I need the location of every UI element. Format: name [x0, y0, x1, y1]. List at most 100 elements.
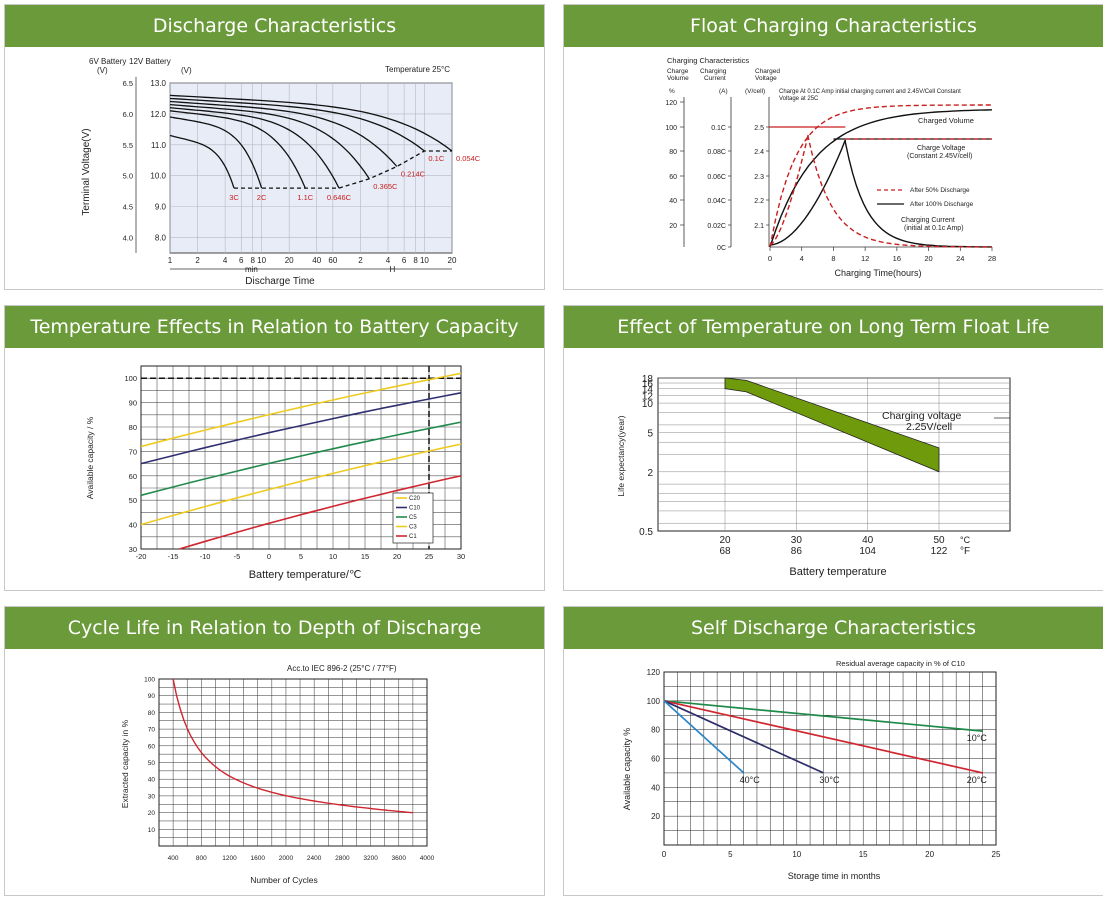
12v-header: 12V Battery [129, 57, 171, 66]
x-tick-label: -20 [136, 552, 147, 561]
y-tick-label: 10 [642, 399, 654, 410]
y-tick-label: 90 [129, 399, 137, 408]
y-tick-label-12v: 10.0 [150, 172, 166, 181]
float-charging-title: Float Charging Characteristics [564, 5, 1103, 47]
volume-tick: 120 [665, 100, 677, 107]
x-tick-label: 4 [386, 256, 391, 265]
legend-box [392, 492, 434, 544]
float-life-panel: Effect of Temperature on Long Term Float… [563, 305, 1103, 591]
x-tick-label: 60 [328, 256, 337, 265]
charge-note-1: Charge At 0.1C Amp initial charging curr… [779, 89, 961, 95]
legend-label-C3: C3 [409, 525, 417, 531]
y-axis-label: Life expectancy(year) [616, 415, 626, 496]
volume-tick: 100 [665, 125, 677, 132]
x-axis-label: Discharge Time [245, 276, 315, 287]
voltage-tick: 2.4 [754, 149, 764, 156]
x-tick-label: 2000 [279, 855, 294, 862]
x-tick-label: -5 [234, 552, 241, 561]
curve-label-0.1C: 0.1C [428, 154, 444, 163]
self-discharge-line-20°C [663, 699, 983, 774]
y-tick-label: 120 [647, 668, 661, 677]
volume-tick: 80 [669, 149, 677, 156]
y-tick-label: 14 [642, 385, 654, 396]
curve-label-40°C: 40°C [740, 775, 761, 785]
current-col-1: Charging [700, 68, 727, 75]
x-tick-label: 0 [267, 552, 271, 561]
y-tick-label: 0.5 [639, 527, 653, 538]
x-tick-label: 8 [250, 256, 255, 265]
x-tick-label: 30 [457, 552, 465, 561]
y-tick-label: 12 [642, 391, 654, 402]
x-tick-label: 1 [168, 256, 173, 265]
x-tick-label: 4000 [420, 855, 435, 862]
y-axis-label: Available capacity % [622, 728, 632, 810]
capacity-curve-C3 [140, 443, 462, 526]
capacity-curve-C20 [140, 372, 462, 448]
x-tick-label: 800 [196, 855, 207, 862]
y-tick-label: 50 [129, 496, 137, 505]
y-tick-label: 60 [651, 755, 660, 764]
x-tick-label-c: 50 [933, 535, 945, 546]
float-life-title: Effect of Temperature on Long Term Float… [564, 306, 1103, 348]
y-tick-label-6v: 5.5 [123, 141, 133, 150]
time-axis-label: Charging Time(hours) [834, 268, 921, 278]
x-tick-label: 3600 [392, 855, 407, 862]
iec-note: Acc.to IEC 896-2 (25°C / 77°F) [287, 664, 397, 673]
curve-label-10°C: 10°C [967, 733, 988, 743]
y-tick-label: 80 [148, 710, 156, 717]
legend-label-50: After 50% Discharge [910, 187, 970, 194]
voltage-col-unit: (V/cell) [745, 88, 765, 95]
x-tick-label-c: 30 [791, 535, 803, 546]
plot-border [158, 678, 428, 847]
curve-label-30°C: 30°C [819, 775, 840, 785]
y-tick-label-12v: 11.0 [151, 141, 167, 150]
x-tick-label: 0 [662, 850, 667, 859]
cycle-life-panel: Cycle Life in Relation to Depth of Disch… [4, 606, 545, 896]
legend-label-C5: C5 [409, 515, 417, 521]
x-tick-label: 400 [168, 855, 179, 862]
x-axis-label: Number of Cycles [250, 875, 318, 885]
x-tick-label: 20 [448, 256, 457, 265]
x-tick-label: 1600 [251, 855, 266, 862]
y-tick-label-6v: 5.0 [123, 172, 133, 181]
x-tick-label: 40 [312, 256, 321, 265]
curve-label-0.646C: 0.646C [327, 193, 352, 202]
y-tick-label: 18 [642, 374, 654, 385]
capacity-curve-C1 [179, 475, 462, 550]
x-tick-label: 15 [859, 850, 868, 859]
current-tick: 0.02C [707, 223, 726, 230]
current-tick: 0.1C [711, 125, 726, 132]
capacity-curve-C5 [140, 421, 462, 497]
charged-volume-label: Charged Volume [918, 116, 974, 125]
y-tick-label: 70 [148, 727, 156, 734]
x-tick-label: 5 [728, 850, 733, 859]
x-tick-label: 10 [257, 256, 266, 265]
x-tick-label: 3200 [363, 855, 378, 862]
self-discharge-panel: Self Discharge Characteristics 0 5 10 15 20 2… [563, 606, 1103, 896]
h-unit: H [390, 265, 396, 274]
discharge-title: Discharge Characteristics [5, 5, 544, 47]
time-tick-label: 12 [861, 254, 869, 263]
y-tick-label: 40 [148, 777, 156, 784]
plot-area [169, 82, 453, 254]
y-tick-label: 20 [651, 812, 660, 821]
x-tick-label: 25 [992, 850, 1001, 859]
charge-note-2: Voltage at 25C [779, 96, 819, 102]
x-tick-label: 1200 [222, 855, 237, 862]
x-tick-label: 10 [792, 850, 801, 859]
y-tick-label: 50 [148, 760, 156, 767]
current-col-2: Current [704, 75, 726, 82]
curve-label-1.1C: 1.1C [297, 193, 313, 202]
time-tick-label: 16 [893, 254, 901, 263]
curve-label-2C: 2C [257, 193, 267, 202]
y-tick-label-6v: 4.5 [123, 203, 133, 212]
x-tick-label: 20 [285, 256, 294, 265]
discharge-curve-2C [169, 116, 263, 189]
cycle-life-chart: 400 800 1200 1600 2000 2400 2800 3200 3600 4000 10… [120, 664, 435, 885]
y-axis-label: Terminal Voltage(V) [81, 128, 92, 215]
voltage-tick: 2.2 [754, 198, 764, 205]
x-tick-label: 20 [925, 850, 934, 859]
y-tick-label: 90 [148, 693, 156, 700]
voltage-col-2: Voltage [755, 75, 777, 82]
discharge-curve-0.365C [169, 103, 370, 180]
